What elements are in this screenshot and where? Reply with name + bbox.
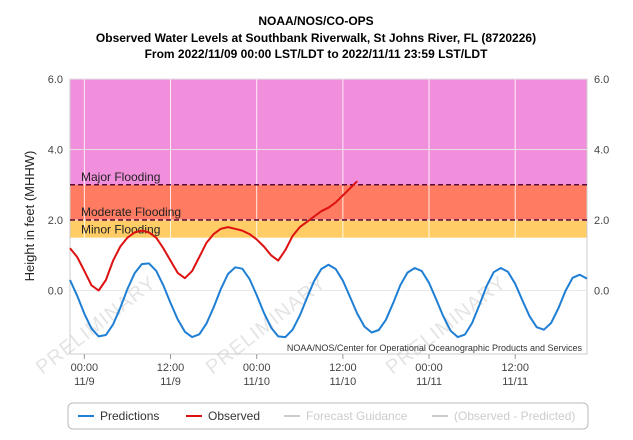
y-tick-left-1: 4.0 [48, 145, 63, 157]
legend-label-2: Forecast Guidance [306, 409, 408, 423]
flood-band-2 [70, 220, 587, 238]
series-line-observed [69, 180, 358, 292]
x-tick-time-5: 12:00 [501, 362, 529, 374]
y-tick-left-0: 6.0 [48, 74, 63, 86]
legend-item-2[interactable]: Forecast Guidance [284, 409, 408, 423]
legend-box [67, 402, 589, 430]
credit-text: NOAA/NOS/Center for Operational Oceanogr… [287, 343, 583, 353]
y-tick-right-2: 2.0 [594, 215, 609, 227]
x-tick-date-2: 11/10 [243, 376, 270, 388]
flood-band-label-0: Major Flooding [81, 170, 160, 184]
x-tick-date-5: 11/11 [502, 376, 528, 388]
x-tick-time-1: 12:00 [157, 362, 185, 374]
flood-band-0 [70, 79, 587, 185]
y-tick-left-3: 0.0 [48, 286, 63, 298]
y-axis-label: Height in feet (MHHW) [22, 151, 37, 282]
chart-title: NOAA/NOS/CO-OPS [258, 14, 373, 28]
chart-date-range: From 2022/11/09 00:00 LST/LDT to 2022/11… [145, 47, 488, 61]
x-tick-date-0: 11/9 [74, 376, 95, 388]
y-tick-right-1: 4.0 [594, 145, 609, 157]
x-tick-time-4: 00:00 [415, 362, 443, 374]
flood-band-label-2: Minor Flooding [81, 223, 160, 237]
y-tick-right-0: 6.0 [594, 74, 609, 86]
x-tick-time-3: 12:00 [329, 362, 357, 374]
x-tick-date-1: 11/9 [160, 376, 181, 388]
flood-band-1 [70, 184, 587, 221]
y-tick-left-2: 2.0 [48, 215, 63, 227]
chart-subtitle: Observed Water Levels at Southbank River… [96, 31, 536, 45]
legend-item-1[interactable]: Observed [186, 409, 260, 423]
x-tick-date-3: 11/10 [330, 376, 357, 388]
x-tick-date-4: 11/11 [416, 376, 442, 388]
legend-label-0: Predictions [100, 409, 159, 423]
watermark-2: PRELIMINARY [382, 272, 511, 379]
legend: Predictions Observed Forecast Guidance (Obs… [67, 402, 589, 430]
legend-label-1: Observed [208, 409, 260, 423]
x-tick-time-0: 00:00 [71, 362, 99, 374]
series-line-predictions [69, 262, 588, 339]
flood-band-label-1: Moderate Flooding [81, 205, 181, 219]
x-tick-time-2: 00:00 [243, 362, 271, 374]
legend-item-0[interactable]: Predictions [78, 409, 159, 423]
legend-item-3[interactable]: (Observed - Predicted) [432, 409, 575, 423]
legend-label-3: (Observed - Predicted) [454, 409, 575, 423]
y-tick-right-3: 0.0 [594, 286, 609, 298]
